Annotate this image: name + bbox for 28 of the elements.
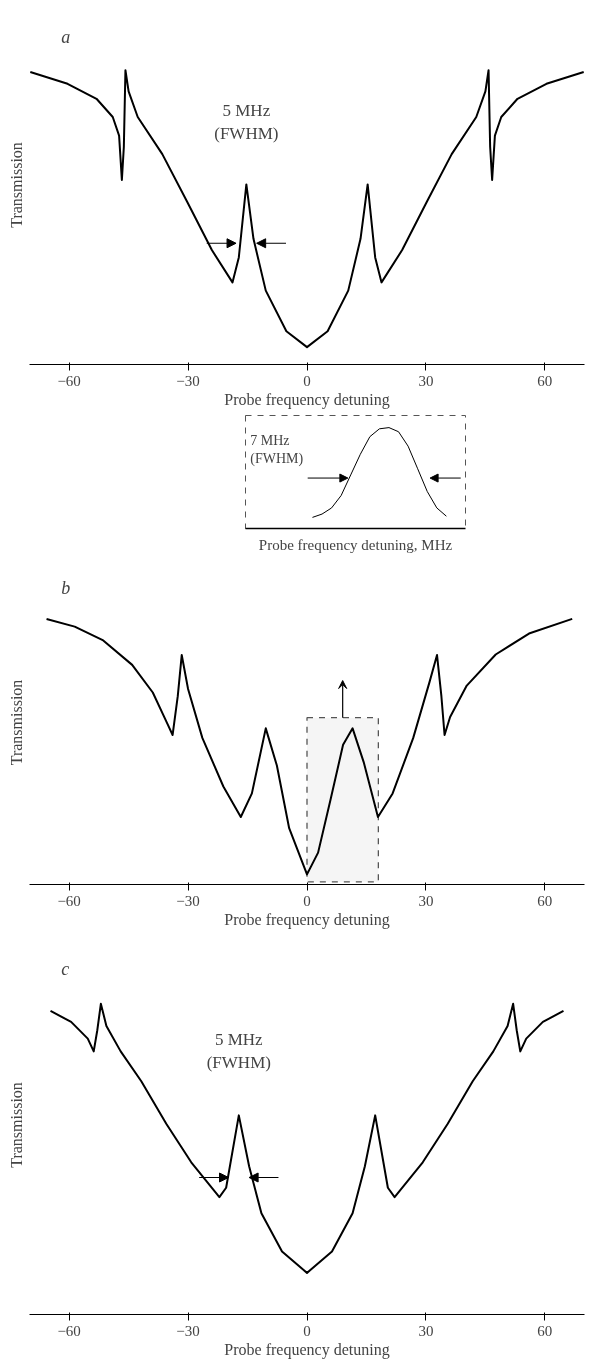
x-axis-title: Probe frequency detuning, MHz — [258, 536, 453, 553]
x-tick-label: 0 — [303, 372, 311, 389]
text: 7 MHz (FWHM) — [250, 432, 304, 467]
x-tick-label: −60 — [57, 892, 81, 909]
x-tick-label: −60 — [57, 372, 81, 389]
x-tick-label: 60 — [537, 1322, 553, 1339]
x-tick-label: 0 — [303, 892, 311, 909]
x-axis-title: Probe frequency detuning — [224, 390, 390, 409]
annotation: 5 MHz (FWHM) — [214, 101, 279, 144]
x-tick-label: 60 — [537, 372, 553, 389]
x-tick-label: 0 — [303, 1322, 311, 1339]
x-tick-label: −60 — [57, 1322, 81, 1339]
x-axis-title: Probe frequency detuning — [224, 910, 390, 929]
x-tick-label: 30 — [418, 892, 434, 909]
x-axis-title: Probe frequency detuning — [224, 1340, 390, 1359]
x-tick-label: −30 — [176, 372, 200, 389]
x-tick-label: 30 — [418, 1322, 434, 1339]
chart-title: a — [61, 26, 71, 47]
chart-title: b — [61, 577, 71, 598]
x-tick-label: 30 — [418, 372, 434, 389]
annotation: 5 MHz (FWHM) — [206, 1030, 271, 1072]
x-tick-label: −30 — [176, 1322, 200, 1339]
chart-title: c — [61, 958, 70, 979]
y-axis-title: Transmission — [7, 142, 25, 228]
x-tick-label: 60 — [537, 892, 553, 909]
y-axis-title: Transmission — [7, 679, 25, 766]
y-axis-title: Transmission — [7, 1082, 25, 1168]
x-tick-label: −30 — [176, 892, 200, 909]
